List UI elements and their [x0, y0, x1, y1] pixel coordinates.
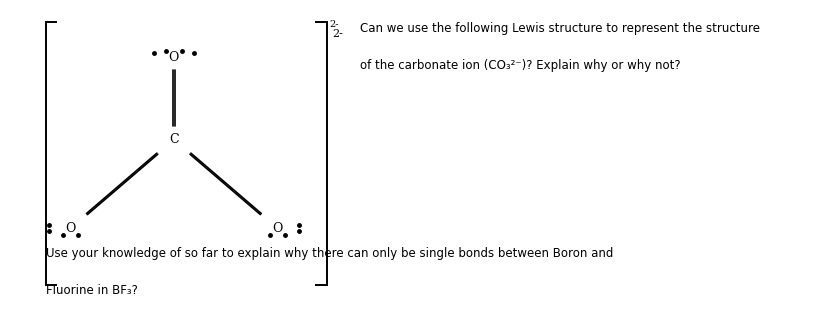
Text: Can we use the following Lewis structure to represent the structure: Can we use the following Lewis structure… — [360, 22, 759, 35]
Text: O: O — [272, 222, 282, 235]
Text: Fluorine in BF₃?: Fluorine in BF₃? — [45, 284, 137, 297]
Text: O: O — [65, 222, 75, 235]
Text: Use your knowledge of so far to explain why there can only be single bonds betwe: Use your knowledge of so far to explain … — [45, 247, 612, 260]
Text: O: O — [169, 50, 179, 64]
Text: of the carbonate ion (CO₃²⁻)? Explain why or why not?: of the carbonate ion (CO₃²⁻)? Explain wh… — [360, 59, 680, 72]
Text: C: C — [169, 133, 179, 146]
Text: 2-: 2- — [332, 29, 343, 39]
Text: 2-: 2- — [329, 20, 338, 29]
